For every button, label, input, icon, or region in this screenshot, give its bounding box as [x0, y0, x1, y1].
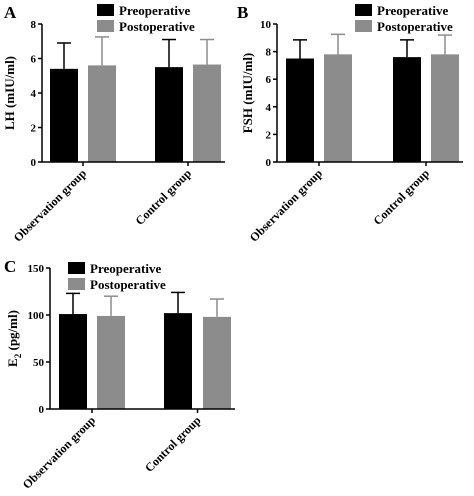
y-tick-label: 2: [31, 123, 37, 135]
legend-swatch: [355, 20, 372, 32]
panel-letter: A: [4, 3, 17, 22]
x-category-label: Observation group: [11, 166, 90, 245]
legend-label: Preoperative: [90, 261, 161, 276]
y-axis-title-subscript: 2: [13, 353, 23, 358]
legend-swatch: [97, 20, 114, 32]
y-axis-title-unit: (pg/ml): [5, 310, 20, 354]
legend-label: Postoperative: [119, 19, 195, 34]
panel-letter: C: [4, 257, 16, 276]
bar-postoperative: [324, 54, 352, 162]
legend-label: Postoperative: [90, 277, 166, 292]
bar-postoperative: [431, 54, 459, 162]
y-axis-title-main: E: [5, 358, 20, 367]
y-tick-label: 50: [33, 357, 45, 369]
y-tick-label: 4: [266, 102, 272, 114]
bar-postoperative: [193, 64, 221, 162]
bar-postoperative: [97, 315, 125, 409]
bar-preoperative: [50, 68, 78, 162]
legend-swatch: [68, 278, 85, 290]
legend-swatch: [68, 262, 85, 274]
bar-preoperative: [155, 67, 183, 162]
bar-preoperative: [164, 313, 192, 409]
panel-letter: B: [237, 3, 248, 22]
legend-label: Preoperative: [119, 3, 190, 18]
y-tick-label: 0: [39, 404, 45, 416]
y-tick-label: 6: [31, 54, 37, 66]
legend-label: Postoperative: [377, 19, 453, 34]
y-tick-label: 0: [31, 157, 37, 169]
bar-preoperative: [59, 314, 87, 409]
chart-panel-c: C 0 50 100 150 Observation group Control group…: [4, 257, 235, 492]
y-axis-title: E2 (pg/ml): [5, 310, 23, 367]
y-tick-label: 8: [266, 47, 272, 59]
y-tick-label: 2: [266, 129, 272, 141]
legend-swatch: [355, 4, 372, 16]
chart-panel-a: A 0 2 4 6 8 Observation group Control group LH (…: [2, 3, 225, 245]
chart-panel-b: B 0 2 4 6 8 10 Observation group Control group FS…: [237, 3, 463, 245]
y-tick-label: 0: [266, 157, 272, 169]
y-tick-label: 100: [28, 310, 45, 322]
y-tick-label: 10: [260, 19, 272, 31]
bar-preoperative: [286, 58, 314, 162]
y-axis-title: LH (mIU/ml): [2, 56, 17, 130]
bar-preoperative: [393, 57, 421, 163]
x-category-label: Control group: [142, 413, 204, 475]
legend-swatch: [97, 4, 114, 16]
legend-label: Preoperative: [377, 3, 448, 18]
y-axis-title: FSH (mIU/ml): [240, 53, 255, 134]
bar-postoperative: [203, 316, 231, 409]
x-category-label: Observation group: [20, 413, 99, 492]
y-tick-label: 4: [31, 88, 37, 100]
x-category-label: Control group: [132, 166, 194, 228]
bar-postoperative: [88, 65, 116, 162]
y-tick-label: 6: [266, 74, 272, 86]
y-tick-label: 8: [31, 19, 37, 31]
y-tick-label: 150: [28, 263, 45, 275]
x-category-label: Observation group: [247, 166, 326, 245]
x-category-label: Control group: [370, 166, 432, 228]
